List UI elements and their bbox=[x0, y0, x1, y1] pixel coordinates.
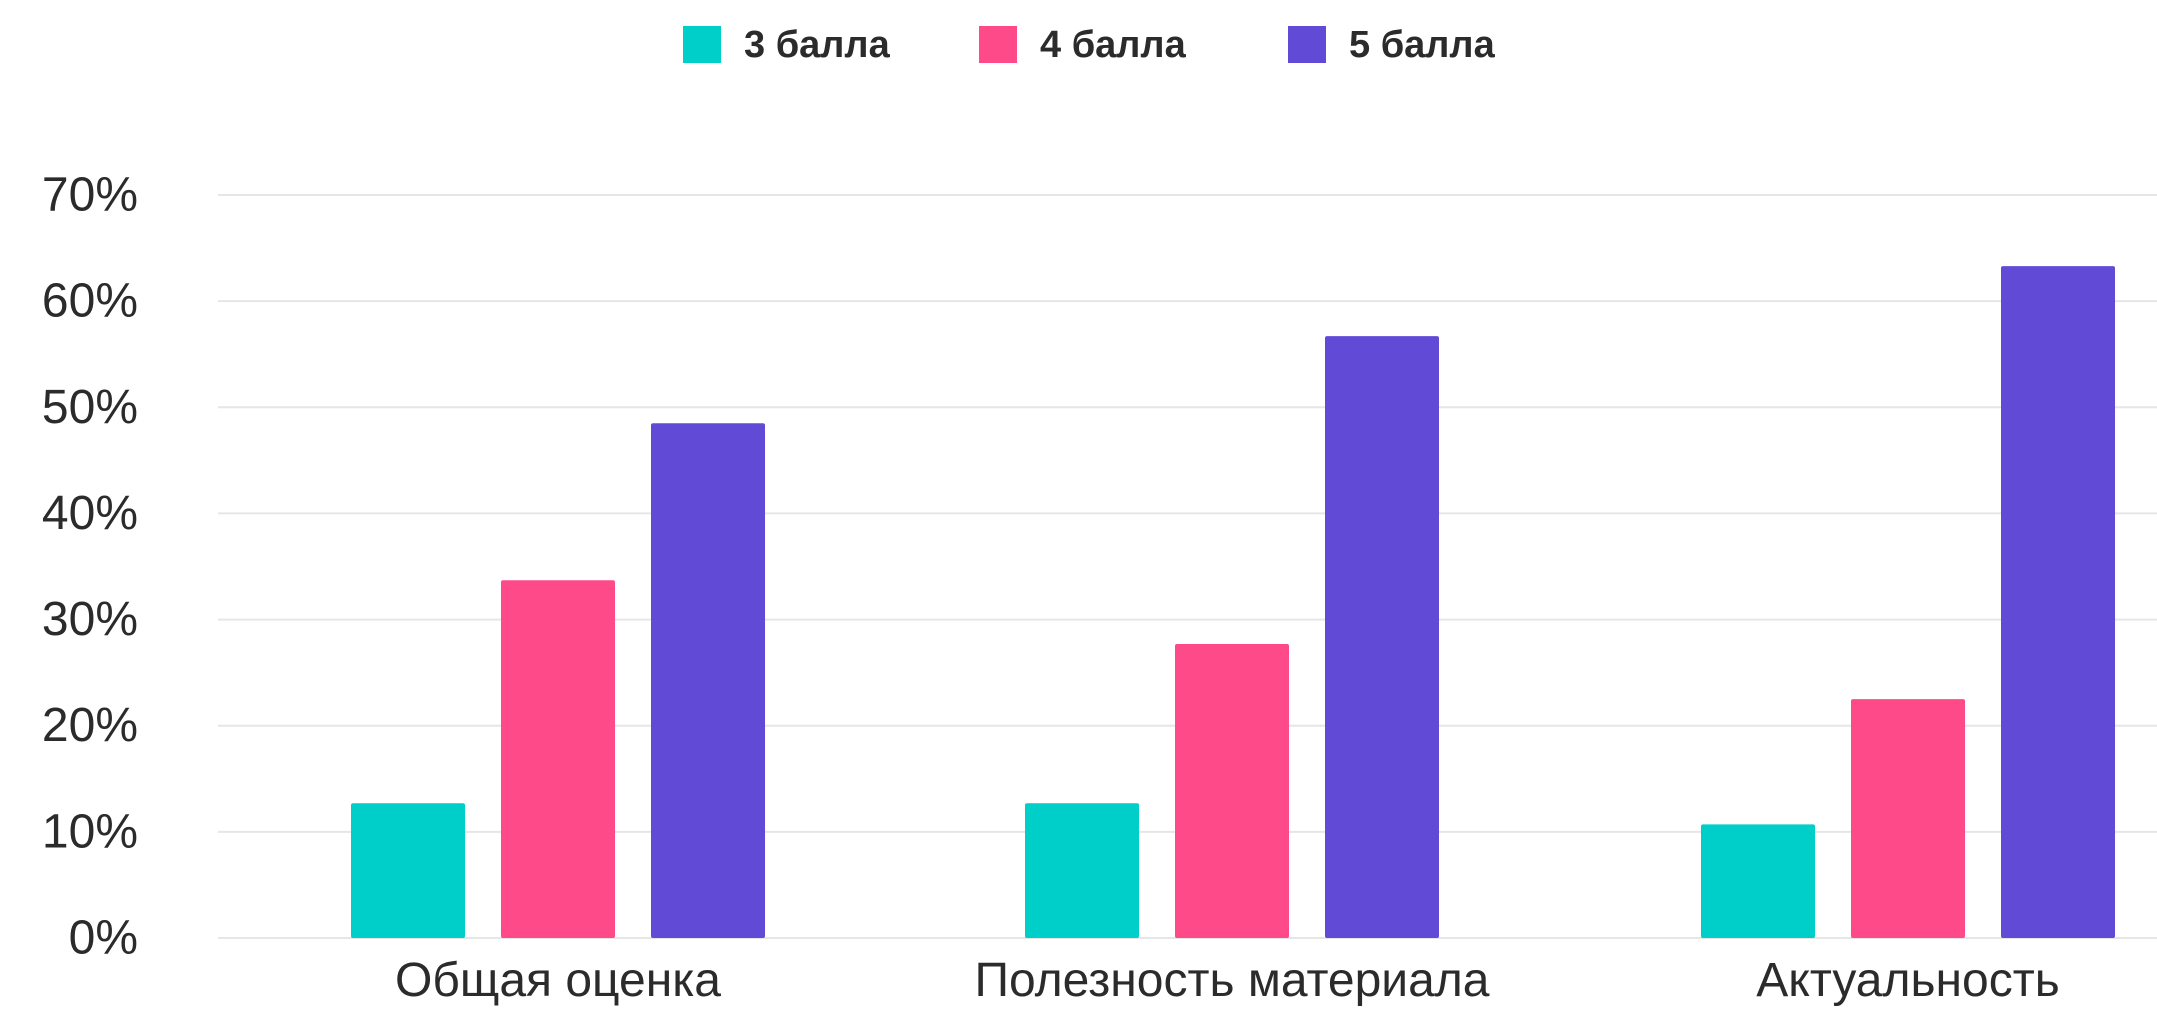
legend-label: 3 балла bbox=[744, 24, 891, 66]
legend-label: 5 балла bbox=[1349, 24, 1496, 66]
bar-2-2 bbox=[1175, 643, 1289, 938]
y-tick-label: 0% bbox=[69, 912, 138, 965]
y-tick-label: 40% bbox=[42, 487, 138, 540]
x-axis-categories: Общая оценка Полезность материала Актуальн… bbox=[395, 954, 2060, 1007]
y-tick-label: 70% bbox=[42, 169, 138, 222]
bar-1-1 bbox=[351, 803, 465, 938]
bar-3-3 bbox=[2001, 266, 2115, 938]
legend-swatch bbox=[1288, 26, 1326, 63]
bar-2-1 bbox=[501, 580, 615, 938]
bars bbox=[351, 266, 2115, 938]
y-tick-label: 30% bbox=[42, 593, 138, 646]
y-axis-ticks: 0% 10% 20% 30% 40% 50% 60% 70% bbox=[42, 169, 138, 965]
legend-label: 4 балла bbox=[1040, 24, 1187, 66]
category-label: Актуальность bbox=[1756, 954, 2059, 1007]
y-tick-label: 20% bbox=[42, 699, 138, 752]
legend: 3 балла 4 балла 5 балла bbox=[683, 24, 1496, 66]
bar-1-2 bbox=[1025, 803, 1139, 938]
y-tick-label: 50% bbox=[42, 381, 138, 434]
legend-swatch bbox=[683, 26, 721, 63]
y-tick-label: 60% bbox=[42, 275, 138, 328]
bar-3-1 bbox=[651, 423, 765, 938]
bar-2-3 bbox=[1851, 699, 1965, 938]
bar-1-3 bbox=[1701, 824, 1815, 938]
y-tick-label: 10% bbox=[42, 805, 138, 858]
category-label: Полезность материала bbox=[974, 954, 1489, 1007]
legend-swatch bbox=[979, 26, 1017, 63]
category-label: Общая оценка bbox=[395, 954, 721, 1007]
bar-3-2 bbox=[1325, 336, 1439, 938]
